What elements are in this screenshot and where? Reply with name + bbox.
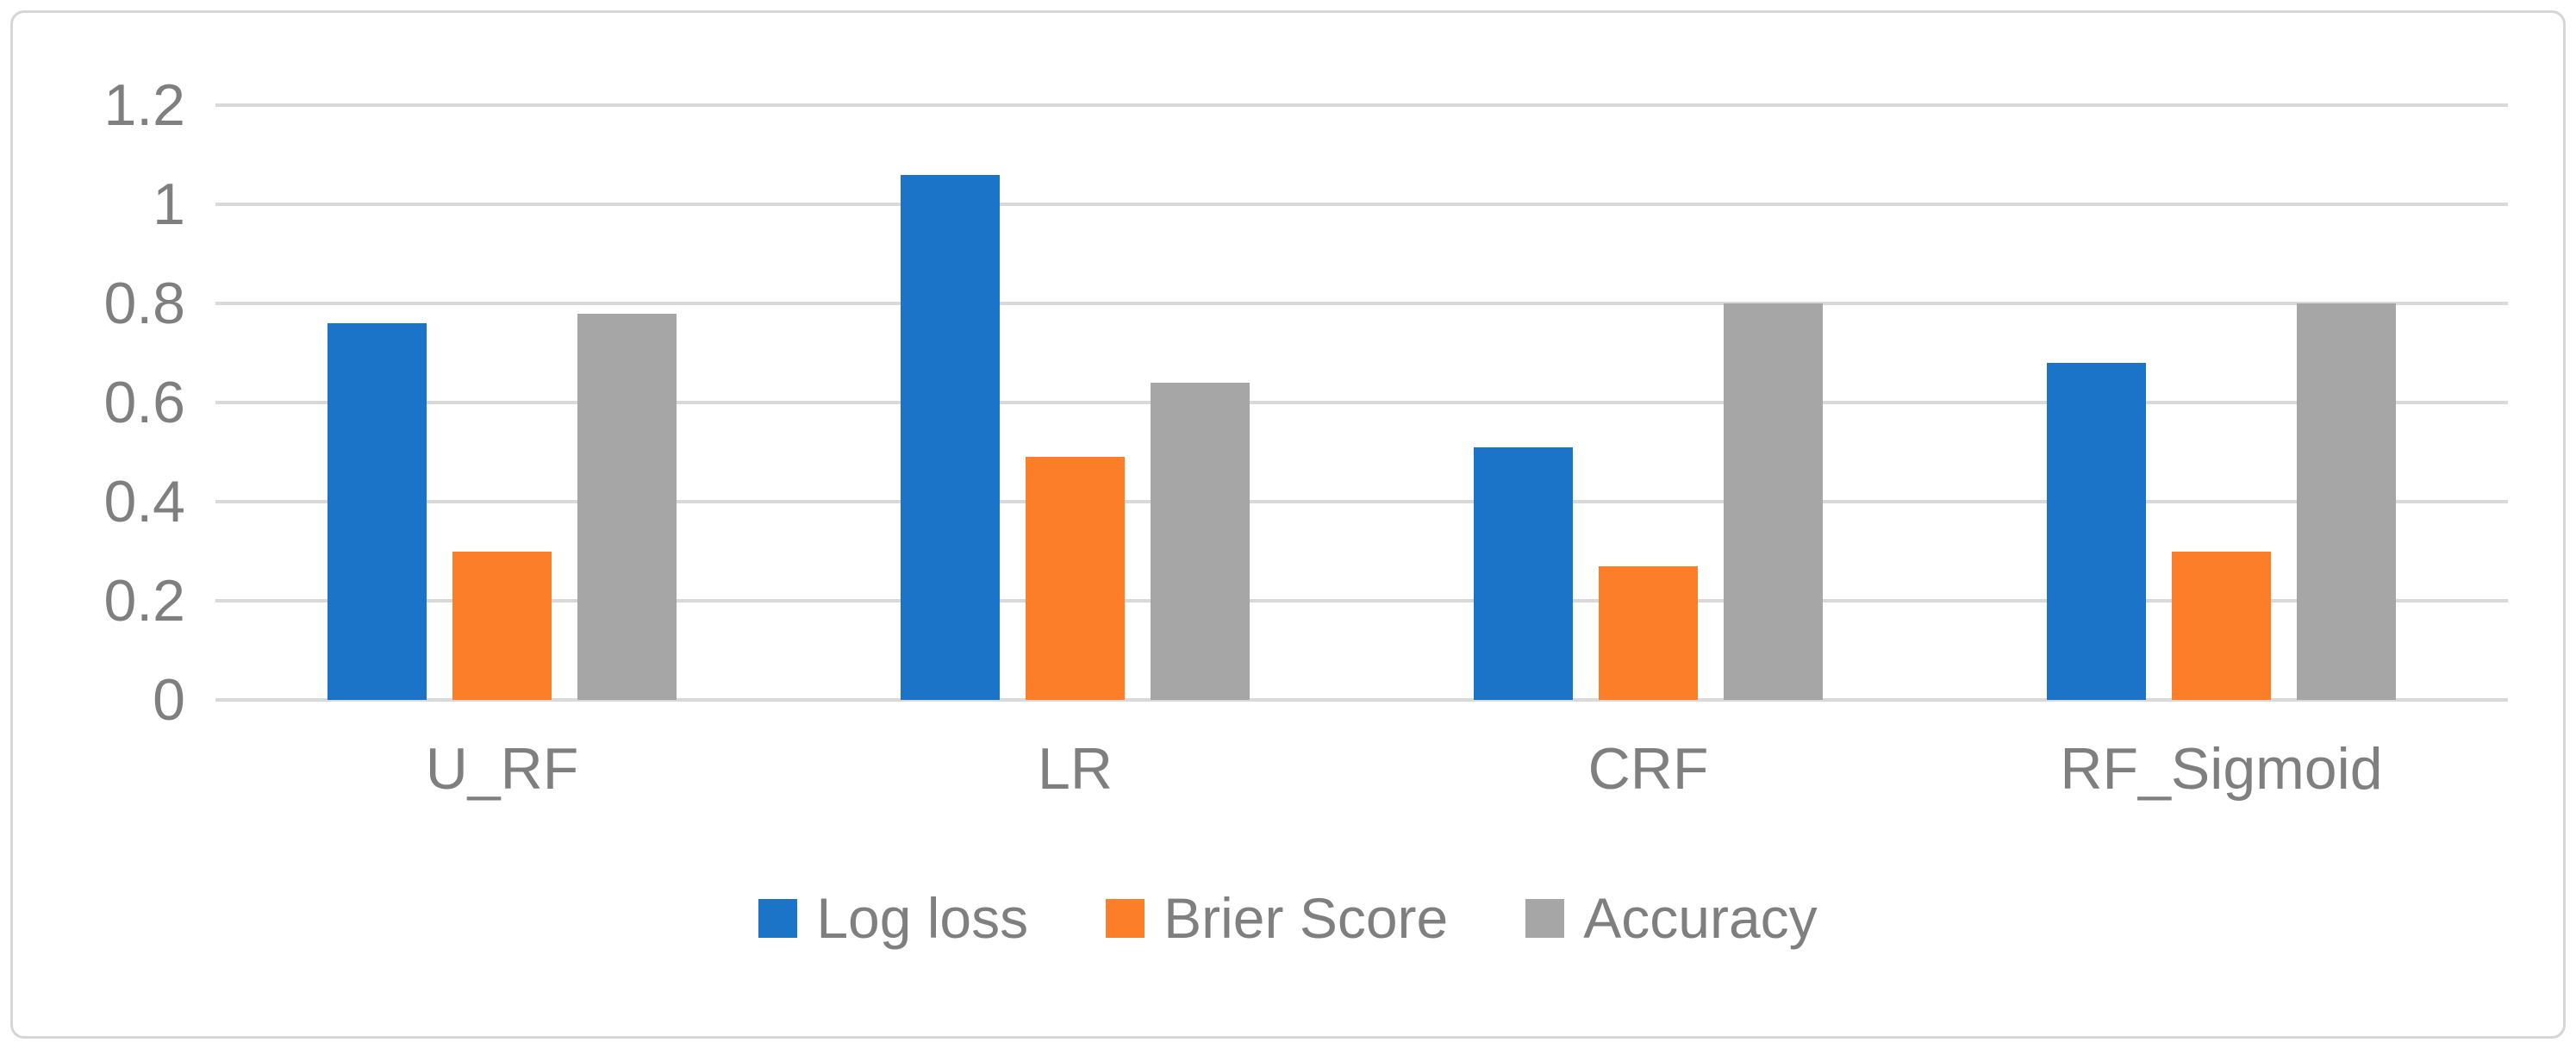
legend-item-log-loss: Log loss: [758, 890, 1028, 946]
legend-item-accuracy: Accuracy: [1525, 886, 1818, 950]
legend-swatch-icon: [758, 898, 798, 938]
gridline-1.2: [215, 103, 2508, 107]
gridline-1: [215, 203, 2508, 206]
bar-brier-score-CRF: [1599, 565, 1698, 700]
legend: Log loss Brier Score Accuracy: [0, 890, 2576, 946]
bar-brier-score-U_RF: [452, 551, 552, 700]
y-tick-label: 0.6: [103, 370, 185, 435]
y-tick-label: 0.8: [103, 271, 185, 336]
legend-label: Brier Score: [1163, 886, 1449, 950]
bar-accuracy-RF_Sigmoid: [2297, 303, 2396, 700]
bar-accuracy-CRF: [1724, 303, 1823, 700]
x-axis-label-CRF: CRF: [1587, 736, 1709, 802]
bar-group-U_RF: [215, 105, 789, 700]
y-tick-label: 1: [153, 172, 185, 237]
bar-log-loss-U_RF: [327, 323, 427, 700]
x-axis-label-U_RF: U_RF: [425, 736, 579, 802]
bar-accuracy-U_RF: [577, 313, 677, 700]
x-axis-category-labels: U_RF LR CRF RF_Sigmoid: [215, 737, 2508, 802]
y-tick-label: 1.2: [103, 72, 185, 138]
y-tick-label: 0: [153, 667, 185, 733]
legend-item-brier-score: Brier Score: [1106, 890, 1448, 946]
gridline-0: [215, 698, 2508, 702]
legend-label: Log loss: [816, 886, 1029, 950]
bar-group-CRF: [1362, 105, 1935, 700]
bar-groups: [215, 105, 2508, 700]
bar-brier-score-RF_Sigmoid: [2172, 551, 2271, 700]
bar-accuracy-LR: [1151, 383, 1250, 700]
bar-log-loss-LR: [901, 174, 1000, 700]
x-axis-label-RF_Sigmoid: RF_Sigmoid: [2060, 736, 2383, 802]
y-tick-label: 0.2: [103, 568, 185, 634]
gridline-0.4: [215, 500, 2508, 503]
gridline-0.6: [215, 401, 2508, 404]
legend-swatch-icon: [1106, 898, 1145, 938]
legend-label: Accuracy: [1583, 886, 1818, 950]
y-tick-label: 0.4: [103, 469, 185, 534]
gridline-0.2: [215, 599, 2508, 603]
bar-log-loss-RF_Sigmoid: [2047, 363, 2146, 700]
bar-log-loss-CRF: [1474, 446, 1573, 700]
bar-group-RF_Sigmoid: [1935, 105, 2508, 700]
y-axis-tick-labels: 0 0.2 0.4 0.6 0.8 1 1.2: [34, 76, 185, 729]
gridline-0.8: [215, 302, 2508, 305]
bar-group-LR: [789, 105, 1362, 700]
legend-swatch-icon: [1525, 898, 1565, 938]
plot-area: [215, 103, 2508, 702]
bar-brier-score-LR: [1026, 457, 1125, 700]
x-axis-label-LR: LR: [1038, 736, 1113, 802]
